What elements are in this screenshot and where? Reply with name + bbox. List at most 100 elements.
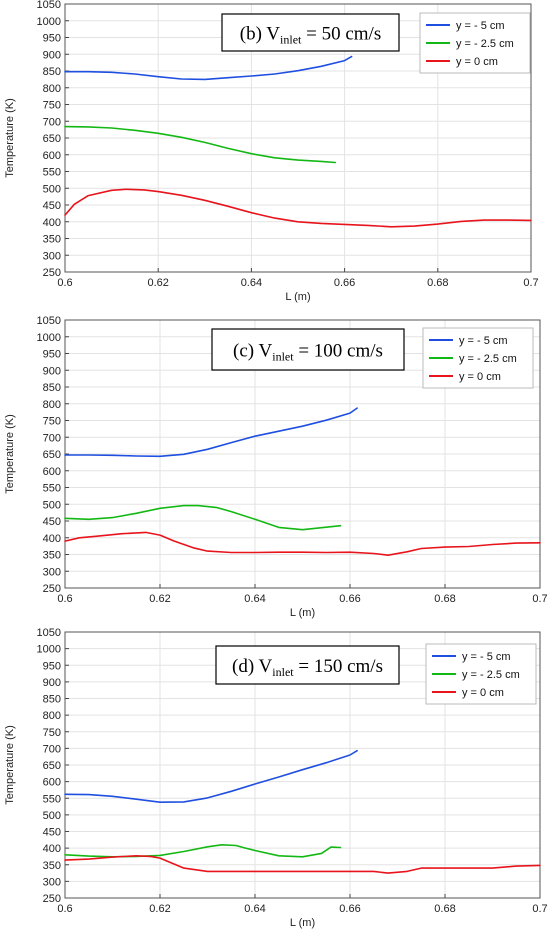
x-tick-label: 0.6: [57, 277, 72, 289]
y-tick-label: 900: [43, 365, 61, 377]
x-tick-label: 0.6: [57, 593, 72, 605]
y-tick-label: 1050: [37, 0, 61, 11]
y-tick-label: 450: [43, 200, 61, 212]
x-tick-label: 0.7: [532, 593, 547, 605]
y-tick-label: 250: [43, 893, 61, 905]
x-tick-label: 0.64: [244, 593, 265, 605]
y-tick-label: 800: [43, 83, 61, 95]
x-tick-label: 0.7: [523, 277, 538, 289]
x-tick-label: 0.62: [147, 277, 168, 289]
series-line-2: [64, 125, 337, 164]
y-axis-label: Temperature (K): [4, 414, 16, 493]
legend-label-3: y = 0 cm: [462, 687, 504, 699]
annotation-text: (d) Vinlet = 150 cm/s: [232, 656, 383, 679]
plot-frame: [64, 631, 541, 899]
legend-label-2: y = - 2.5 cm: [459, 353, 517, 365]
x-tick-label: 0.62: [149, 903, 170, 915]
annotation-box: [215, 645, 400, 685]
legend-label-3: y = 0 cm: [459, 371, 501, 383]
series-line-1: [64, 407, 358, 458]
x-tick-label: 0.66: [334, 277, 355, 289]
y-tick-label: 450: [43, 827, 61, 839]
y-tick-label: 650: [43, 760, 61, 772]
y-tick-label: 700: [43, 743, 61, 755]
x-axis-label: L (m): [290, 607, 315, 619]
y-tick-label: 400: [43, 533, 61, 545]
y-tick-label: 650: [43, 449, 61, 461]
y-tick-label: 400: [43, 843, 61, 855]
x-axis-label: L (m): [285, 291, 310, 303]
legend-label-1: y = - 5 cm: [456, 20, 505, 32]
y-tick-label: 350: [43, 550, 61, 562]
series-line-3: [64, 188, 532, 228]
y-tick-label: 800: [43, 710, 61, 722]
annotation-subscript: inlet: [272, 665, 294, 679]
y-tick-label: 550: [43, 167, 61, 179]
y-tick-label: 500: [43, 183, 61, 195]
chart-panel-2: 250 300 350 400 450 500 550 600 650 700 750 800 850 9…: [4, 315, 548, 619]
y-tick-label: 850: [43, 66, 61, 78]
y-tick-label: 350: [43, 860, 61, 872]
y-tick-label: 300: [43, 250, 61, 262]
legend-label-3: y = 0 cm: [456, 56, 498, 68]
y-tick-label: 750: [43, 416, 61, 428]
series-line-3: [64, 855, 541, 874]
x-tick-label: 0.66: [339, 903, 360, 915]
series-line-1: [64, 55, 353, 81]
plot-frame: [64, 319, 541, 589]
annotation-text: (c) Vinlet = 100 cm/s: [233, 341, 383, 364]
y-tick-label: 750: [43, 727, 61, 739]
y-axis-label: Temperature (K): [4, 725, 16, 804]
y-tick-label: 250: [43, 583, 61, 595]
x-tick-label: 0.68: [434, 903, 455, 915]
legend-label-2: y = - 2.5 cm: [462, 669, 520, 681]
y-tick-label: 600: [43, 466, 61, 478]
y-tick-label: 600: [43, 777, 61, 789]
y-tick-label: 450: [43, 516, 61, 528]
y-tick-label: 700: [43, 116, 61, 128]
legend-label-1: y = - 5 cm: [462, 651, 511, 663]
annotation-text: (b) Vinlet = 50 cm/s: [240, 24, 381, 47]
annotation-box: [211, 328, 405, 371]
y-tick-label: 550: [43, 793, 61, 805]
annotation-prefix: (d) V: [232, 656, 273, 677]
x-tick-label: 0.7: [532, 903, 547, 915]
y-tick-label: 950: [43, 33, 61, 45]
x-tick-label: 0.64: [241, 277, 262, 289]
x-tick-label: 0.62: [149, 593, 170, 605]
y-tick-label: 600: [43, 150, 61, 162]
x-tick-label: 0.6: [57, 903, 72, 915]
y-tick-label: 850: [43, 694, 61, 706]
series-line-2: [64, 504, 342, 531]
y-tick-label: 1000: [37, 332, 61, 344]
y-tick-label: 400: [43, 217, 61, 229]
series-line-3: [64, 531, 541, 556]
chart-panel-1: 250 300 350 400 450 500 550 600 650 700 750 800 850 9…: [4, 0, 539, 303]
y-tick-label: 900: [43, 49, 61, 61]
y-tick-label: 700: [43, 432, 61, 444]
y-tick-label: 500: [43, 499, 61, 511]
y-tick-label: 900: [43, 677, 61, 689]
chart-panel-3: 250 300 350 400 450 500 550 600 650 700 750 800 850 9…: [4, 627, 548, 929]
annotation-suffix: = 150 cm/s: [294, 656, 383, 677]
annotation-prefix: (c) V: [233, 341, 272, 362]
annotation-suffix: = 100 cm/s: [294, 341, 383, 362]
x-tick-label: 0.66: [339, 593, 360, 605]
y-tick-label: 500: [43, 810, 61, 822]
annotation-subscript: inlet: [272, 350, 294, 364]
y-tick-label: 950: [43, 349, 61, 361]
y-tick-label: 850: [43, 382, 61, 394]
y-tick-label: 550: [43, 483, 61, 495]
y-tick-label: 800: [43, 399, 61, 411]
x-tick-label: 0.68: [427, 277, 448, 289]
y-tick-label: 350: [43, 234, 61, 246]
x-tick-label: 0.68: [434, 593, 455, 605]
series-line-1: [64, 749, 358, 803]
x-tick-label: 0.64: [244, 903, 265, 915]
annotation-prefix: (b) V: [240, 24, 281, 45]
y-tick-label: 1000: [37, 16, 61, 28]
legend-label-1: y = - 5 cm: [459, 335, 508, 347]
y-tick-label: 750: [43, 100, 61, 112]
annotation-subscript: inlet: [280, 33, 302, 47]
